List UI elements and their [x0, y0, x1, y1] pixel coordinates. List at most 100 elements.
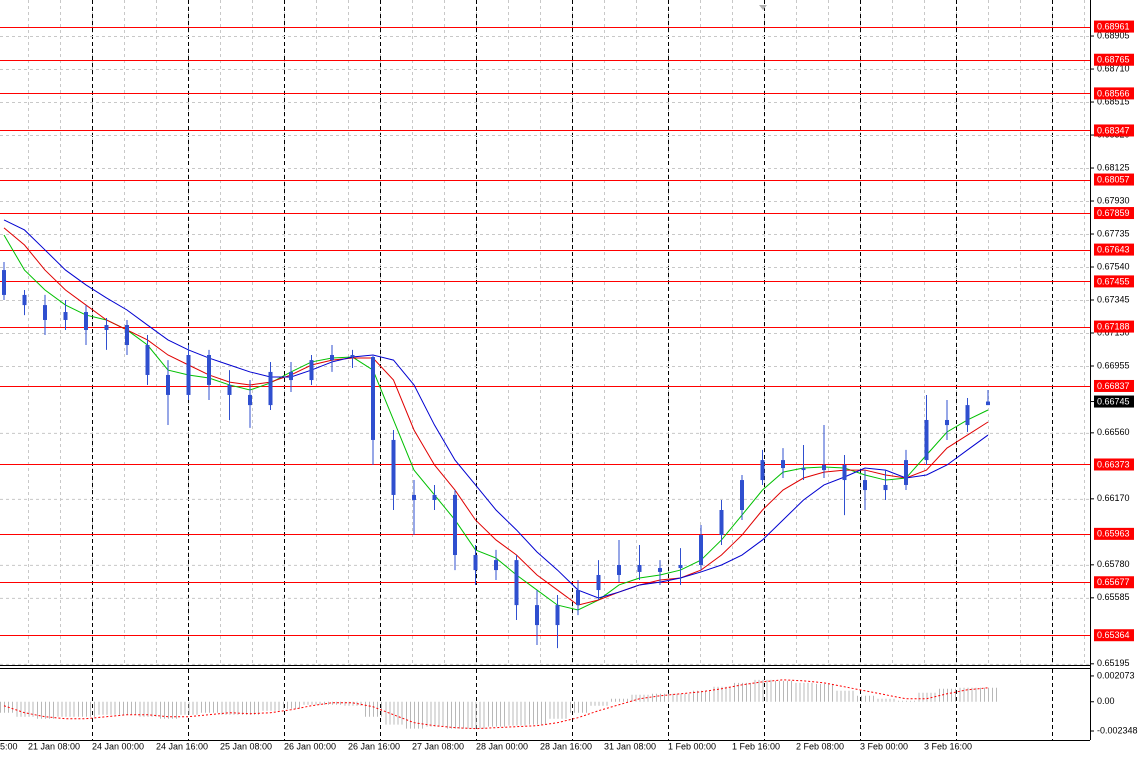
y-tick-label: 0.65780	[1097, 559, 1130, 569]
candle-body	[186, 355, 191, 395]
candle-body	[986, 401, 990, 406]
candle-body	[924, 419, 929, 461]
level-label-box	[1094, 20, 1134, 33]
candle-body	[678, 564, 683, 569]
layout	[0, 0, 1090, 740]
candle-body	[432, 494, 437, 501]
candle-body	[309, 360, 314, 381]
y-tick-label: 0.66560	[1097, 427, 1130, 437]
candle-body	[801, 468, 806, 471]
level-label-box	[1094, 243, 1134, 256]
level-label-box	[1094, 527, 1134, 540]
x-tick-label: 2 Feb 08:00	[796, 741, 844, 751]
level-label: 0.67188	[1097, 321, 1130, 331]
x-tick-label: 24 Jan 00:00	[92, 741, 144, 751]
level-label: 0.66373	[1097, 459, 1130, 469]
x-tick-label: 31 Jan 08:00	[604, 741, 656, 751]
candle-body	[576, 590, 580, 606]
x-tick-label: 27 Jan 08:00	[412, 741, 464, 751]
level-label-box	[1094, 379, 1134, 392]
level-label-box	[1094, 124, 1134, 137]
candle-body	[350, 355, 355, 358]
candle-body	[145, 345, 150, 375]
candle-body	[22, 294, 27, 306]
x-tick-label: 26 Jan 00:00	[284, 741, 336, 751]
candle-body	[63, 312, 68, 320]
candle-body	[658, 568, 662, 572]
last-price-label: 0.66745	[1097, 396, 1130, 406]
level-label: 0.66837	[1097, 381, 1130, 391]
shift-marker	[759, 5, 767, 10]
candle-body	[822, 464, 826, 471]
y-tick-label: 0.66955	[1097, 360, 1130, 370]
level-label: 0.68765	[1097, 55, 1130, 65]
level-label: 0.68566	[1097, 88, 1130, 98]
candle-body	[863, 480, 867, 491]
candle-body	[719, 510, 724, 536]
level-label-box	[1094, 207, 1134, 220]
candle-body	[883, 484, 888, 491]
candle-body	[125, 325, 129, 346]
candle-body	[842, 464, 847, 481]
x-tick-label: 1 Feb 16:00	[732, 741, 780, 751]
candle-body	[166, 374, 170, 395]
candle-body	[637, 564, 642, 572]
candle-body	[412, 494, 416, 501]
y-tick-label: 0.67540	[1097, 261, 1130, 271]
candle-body	[104, 325, 109, 330]
x-tick-label: 25 Jan 08:00	[220, 741, 272, 751]
level-label-box	[1094, 87, 1134, 100]
candle-body	[43, 305, 47, 320]
level-label-box	[1094, 320, 1134, 333]
level-label-box	[1094, 53, 1134, 66]
y-tick-label: 0.66170	[1097, 493, 1130, 503]
x-tick-label: 3 Feb 00:00	[860, 741, 908, 751]
candle-body	[699, 535, 703, 565]
marks: 0.689050.687100.685150.683200.681250.679…	[0, 20, 1138, 751]
x-tick-label: 5:00	[0, 741, 18, 751]
moving-average	[3, 219, 989, 599]
level-label: 0.65963	[1097, 529, 1130, 539]
candle-body	[248, 394, 252, 406]
candle-body	[494, 560, 498, 571]
candle-body	[453, 494, 457, 556]
candle-body	[555, 605, 560, 626]
candle-body	[391, 439, 396, 495]
x-tick-label: 21 Jan 08:00	[28, 741, 80, 751]
y-tick-label: 0.00	[1097, 696, 1115, 706]
y-tick-label: -0.002348	[1097, 725, 1138, 735]
candle-body	[535, 605, 539, 626]
y-tick-label: 0.67930	[1097, 195, 1130, 205]
candle-body	[473, 555, 478, 571]
candle-body	[268, 371, 273, 406]
last-price-box	[1094, 395, 1134, 408]
level-label: 0.65364	[1097, 630, 1130, 640]
candle-body	[781, 460, 785, 469]
x-tick-label: 1 Feb 00:00	[668, 741, 716, 751]
y-tick-label: 0.67735	[1097, 228, 1130, 238]
x-tick-label: 28 Jan 16:00	[540, 741, 592, 751]
candle-body	[207, 355, 211, 385]
x-tick-label: 24 Jan 16:00	[156, 741, 208, 751]
y-tick-label: 0.67345	[1097, 294, 1130, 304]
x-tick-label: 28 Jan 00:00	[476, 741, 528, 751]
candle-body	[596, 574, 601, 591]
y-tick-label: 0.68125	[1097, 162, 1130, 172]
level-label-box	[1094, 275, 1134, 288]
level-label: 0.68057	[1097, 174, 1130, 184]
y-tick-label: 0.68905	[1097, 30, 1130, 40]
candle-body	[330, 355, 334, 361]
level-label: 0.68961	[1097, 21, 1130, 31]
level-label: 0.68347	[1097, 125, 1130, 135]
candle-body	[371, 357, 375, 440]
y-tick-label: 0.68515	[1097, 96, 1130, 106]
signal-line	[3, 679, 989, 730]
candle-body	[965, 405, 970, 426]
candle-body	[2, 270, 6, 295]
y-tick-label: 0.65195	[1097, 658, 1130, 668]
candle-body	[227, 384, 232, 395]
candle-body	[760, 460, 765, 481]
level-label: 0.67643	[1097, 244, 1130, 254]
x-tick-label: 26 Jan 16:00	[348, 741, 400, 751]
